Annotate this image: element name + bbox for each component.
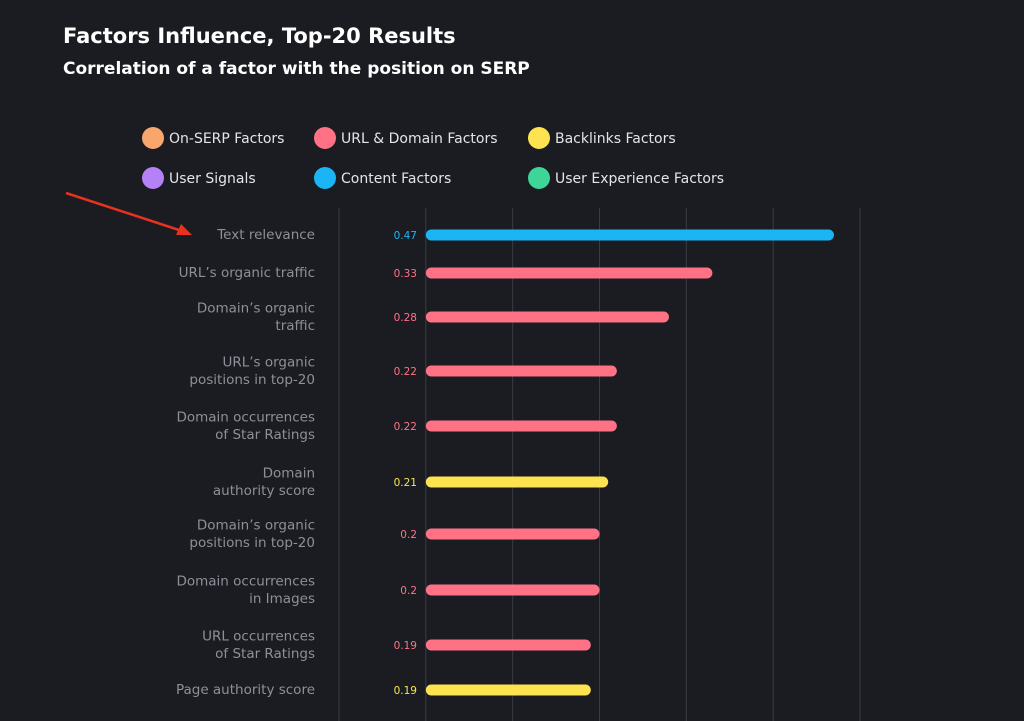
category-label: Domain’s organic positions in top-20 <box>189 517 315 551</box>
legend-swatch <box>314 167 336 189</box>
category-label-line: Text relevance <box>216 227 315 243</box>
category-label-line: URL’s organic <box>222 354 315 370</box>
category-label: Domain authority score <box>213 465 315 499</box>
legend-label: Content Factors <box>341 171 451 187</box>
legend-label: URL & Domain Factors <box>341 131 498 147</box>
category-label-line: Domain occurrences <box>176 409 315 425</box>
category-label-line: of Star Ratings <box>215 646 315 662</box>
bar <box>425 365 617 377</box>
category-label: URL’s organic positions in top-20 <box>189 354 315 388</box>
chart-title: Factors Influence, Top-20 Results <box>63 24 456 48</box>
category-label-line: URL’s organic traffic <box>179 265 315 281</box>
value-label: 0.47 <box>394 230 417 242</box>
bar <box>425 639 591 651</box>
bar <box>425 229 834 241</box>
category-label: Page authority score <box>176 682 315 698</box>
legend-label: User Experience Factors <box>555 171 724 187</box>
legend-swatch <box>142 127 164 149</box>
category-label-line: Page authority score <box>176 682 315 698</box>
bar <box>425 528 600 540</box>
value-label: 0.22 <box>394 366 417 378</box>
annotation-arrow <box>65 191 192 235</box>
category-label-line: positions in top-20 <box>189 535 315 551</box>
bar <box>425 584 600 596</box>
legend-label: On-SERP Factors <box>169 131 284 147</box>
category-label-line: traffic <box>275 318 315 334</box>
value-label: 0.21 <box>394 477 417 489</box>
legend-swatch <box>528 127 550 149</box>
legend-swatch <box>528 167 550 189</box>
legend-label: Backlinks Factors <box>555 131 676 147</box>
category-label: URL’s organic traffic <box>179 265 315 281</box>
value-label: 0.19 <box>394 685 417 697</box>
value-label: 0.2 <box>400 585 417 597</box>
value-label: 0.19 <box>394 640 417 652</box>
value-label: 0.28 <box>394 312 417 324</box>
value-label: 0.22 <box>394 421 417 433</box>
bar <box>425 267 713 279</box>
category-label-line: positions in top-20 <box>189 372 315 388</box>
category-label-line: in Images <box>249 591 315 607</box>
bar <box>425 476 609 488</box>
legend-swatch <box>142 167 164 189</box>
value-label: 0.33 <box>394 268 417 280</box>
legend-label: User Signals <box>169 171 256 187</box>
category-label-line: Domain occurrences <box>176 573 315 589</box>
bar <box>425 311 669 323</box>
category-label: Domain occurrences in Images <box>176 573 315 607</box>
chart-subtitle: Correlation of a factor with the positio… <box>63 59 530 79</box>
category-label-line: of Star Ratings <box>215 427 315 443</box>
category-label: Domain’s organic traffic <box>197 300 315 334</box>
category-label-line: Domain <box>263 465 315 481</box>
value-label: 0.2 <box>400 529 417 541</box>
category-label-line: Domain’s organic <box>197 517 315 533</box>
category-label: Text relevance <box>216 227 315 243</box>
bar <box>425 684 591 696</box>
category-label-line: authority score <box>213 483 315 499</box>
category-label-line: URL occurrences <box>202 628 315 644</box>
legend-swatch <box>314 127 336 149</box>
category-label-line: Domain’s organic <box>197 300 315 316</box>
bar <box>425 420 617 432</box>
category-label: Domain occurrences of Star Ratings <box>176 409 315 443</box>
category-label: URL occurrences of Star Ratings <box>202 628 315 662</box>
